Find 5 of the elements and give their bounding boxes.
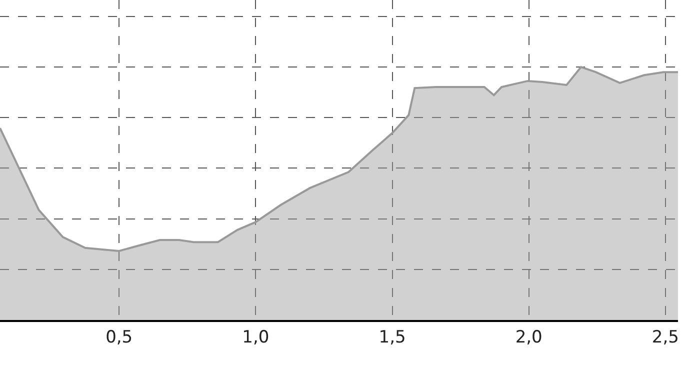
- x-tick-label: 2,0: [515, 327, 542, 348]
- x-tick-label: 1,5: [378, 327, 406, 348]
- x-tick-label: 2,5: [652, 327, 679, 348]
- x-tick-label: 0,5: [106, 327, 133, 348]
- x-tick-label: 1,0: [242, 327, 270, 348]
